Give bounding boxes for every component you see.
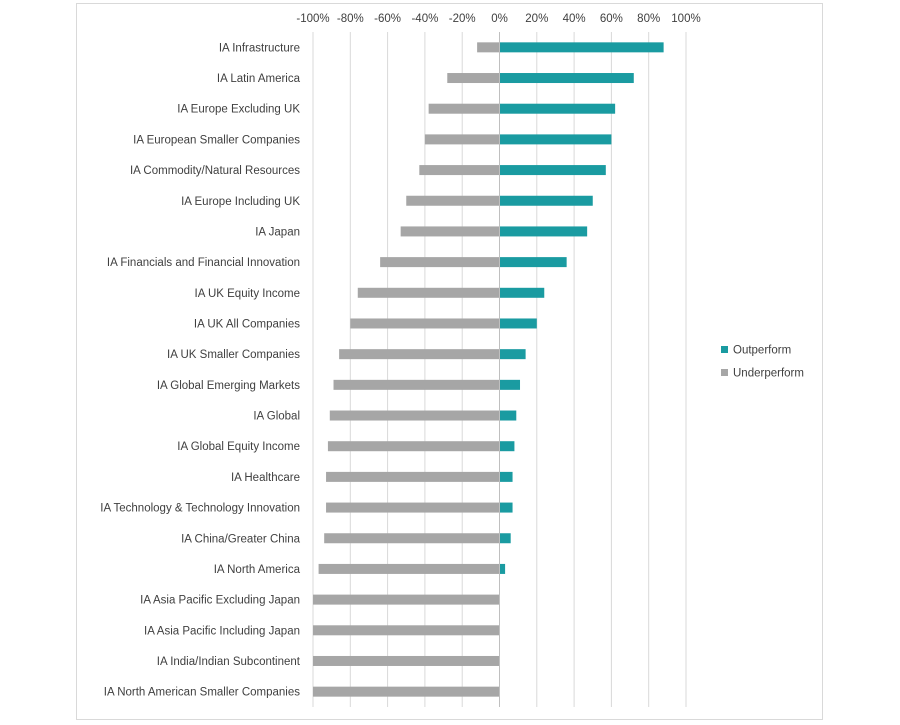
bar-underperform-ia-north-america: [318, 563, 500, 574]
bar-outperform-ia-north-america: [499, 563, 506, 574]
bar-outperform-ia-uk-all-companies: [499, 318, 537, 329]
bar-underperform-ia-technology-technology-innovation: [326, 502, 500, 513]
bar-outperform-ia-uk-equity-income: [499, 287, 545, 298]
bar-outperform-ia-healthcare: [499, 471, 513, 482]
bar-underperform-ia-japan: [400, 226, 500, 237]
bar-outperform-ia-global-emerging-markets: [499, 379, 521, 390]
bar-underperform-ia-latin-america: [447, 73, 500, 84]
category-label: IA China/Greater China: [181, 533, 301, 545]
bar-underperform-ia-europe-including-uk: [406, 195, 500, 206]
category-label: IA Japan: [255, 226, 300, 238]
category-label: IA Europe Excluding UK: [177, 104, 300, 116]
bar-underperform-ia-global: [329, 410, 500, 421]
bar-outperform-ia-latin-america: [499, 73, 634, 84]
bar-underperform-ia-north-american-smaller-companies: [313, 686, 500, 697]
bar-outperform-ia-infrastructure: [499, 42, 664, 53]
bar-underperform-ia-india-indian-subcontinent: [313, 655, 500, 666]
bar-underperform-ia-healthcare: [326, 471, 500, 482]
category-label: IA UK All Companies: [194, 318, 300, 330]
bar-underperform-ia-uk-equity-income: [357, 287, 500, 298]
x-tick-label: 40%: [563, 13, 586, 25]
x-tick-label: -60%: [374, 13, 401, 25]
bar-underperform-ia-global-emerging-markets: [333, 379, 500, 390]
legend-swatch-outperform: [721, 346, 728, 353]
x-tick-label: -100%: [296, 13, 329, 25]
bar-outperform-ia-japan: [499, 226, 588, 237]
x-tick-label: 100%: [671, 13, 700, 25]
bar-underperform-ia-asia-pacific-including-japan: [313, 625, 500, 636]
bar-underperform-ia-global-equity-income: [327, 441, 500, 452]
bar-outperform-ia-technology-technology-innovation: [499, 502, 513, 513]
bar-outperform-ia-financials-and-financial-innovation: [499, 257, 567, 268]
category-label: IA Asia Pacific Including Japan: [144, 625, 300, 637]
bar-outperform-ia-global-equity-income: [499, 441, 515, 452]
x-tick-label: 60%: [600, 13, 623, 25]
chart-area: -100% -80% -60% -40% -20% 0% 20% 40% 60% 80% 100% …: [76, 3, 823, 720]
category-label: IA Latin America: [217, 73, 301, 85]
bar-underperform-ia-financials-and-financial-innovation: [380, 257, 500, 268]
category-label: IA India/Indian Subcontinent: [157, 656, 301, 668]
category-label: IA Global Equity Income: [177, 441, 300, 453]
x-axis-tick-labels: -100% -80% -60% -40% -20% 0% 20% 40% 60% 80% 100%: [296, 13, 700, 25]
bar-chart: -100% -80% -60% -40% -20% 0% 20% 40% 60% 80% 100% …: [100, 13, 804, 707]
bar-outperform-ia-europe-including-uk: [499, 195, 593, 206]
bar-outperform-ia-european-smaller-companies: [499, 134, 612, 145]
category-labels: IA Infrastructure IA Latin America IA Euro…: [100, 42, 300, 698]
legend: Outperform Underperform: [721, 345, 804, 380]
bar-underperform-ia-europe-excluding-uk: [428, 103, 500, 114]
category-label: IA Financials and Financial Innovation: [107, 257, 300, 269]
category-label: IA Healthcare: [231, 472, 300, 484]
x-tick-label: -20%: [449, 13, 476, 25]
category-label: IA North America: [214, 564, 301, 576]
x-tick-label: 80%: [637, 13, 660, 25]
bar-outperform-ia-europe-excluding-uk: [499, 103, 616, 114]
x-tick-label: 0%: [491, 13, 508, 25]
bar-underperform-ia-uk-all-companies: [350, 318, 500, 329]
category-label: IA European Smaller Companies: [133, 134, 300, 146]
category-label: IA Global Emerging Markets: [157, 380, 300, 392]
bar-outperform-ia-global: [499, 410, 517, 421]
bars: [313, 42, 664, 697]
bar-underperform-ia-uk-smaller-companies: [339, 349, 500, 360]
x-tick-label: -80%: [337, 13, 364, 25]
bar-outperform-ia-uk-smaller-companies: [499, 349, 526, 360]
category-label: IA UK Equity Income: [195, 288, 300, 300]
x-tick-label: -40%: [411, 13, 438, 25]
category-label: IA UK Smaller Companies: [167, 349, 300, 361]
category-label: IA Global: [253, 411, 300, 423]
legend-label-outperform: Outperform: [733, 345, 791, 357]
legend-label-underperform: Underperform: [733, 368, 804, 380]
bar-underperform-ia-china-greater-china: [324, 533, 500, 544]
category-label: IA North American Smaller Companies: [104, 687, 300, 699]
category-label: IA Infrastructure: [219, 42, 300, 54]
category-label: IA Europe Including UK: [181, 196, 300, 208]
category-label: IA Asia Pacific Excluding Japan: [140, 595, 300, 607]
bar-underperform-ia-infrastructure: [477, 42, 500, 53]
category-label: IA Commodity/Natural Resources: [130, 165, 300, 177]
legend-swatch-underperform: [721, 369, 728, 376]
bar-underperform-ia-commodity-natural-resources: [419, 165, 500, 176]
category-label: IA Technology & Technology Innovation: [100, 503, 300, 515]
bar-outperform-ia-china-greater-china: [499, 533, 511, 544]
bar-underperform-ia-european-smaller-companies: [424, 134, 500, 145]
bar-outperform-ia-commodity-natural-resources: [499, 165, 606, 176]
x-tick-label: 20%: [525, 13, 548, 25]
bar-underperform-ia-asia-pacific-excluding-japan: [313, 594, 500, 605]
